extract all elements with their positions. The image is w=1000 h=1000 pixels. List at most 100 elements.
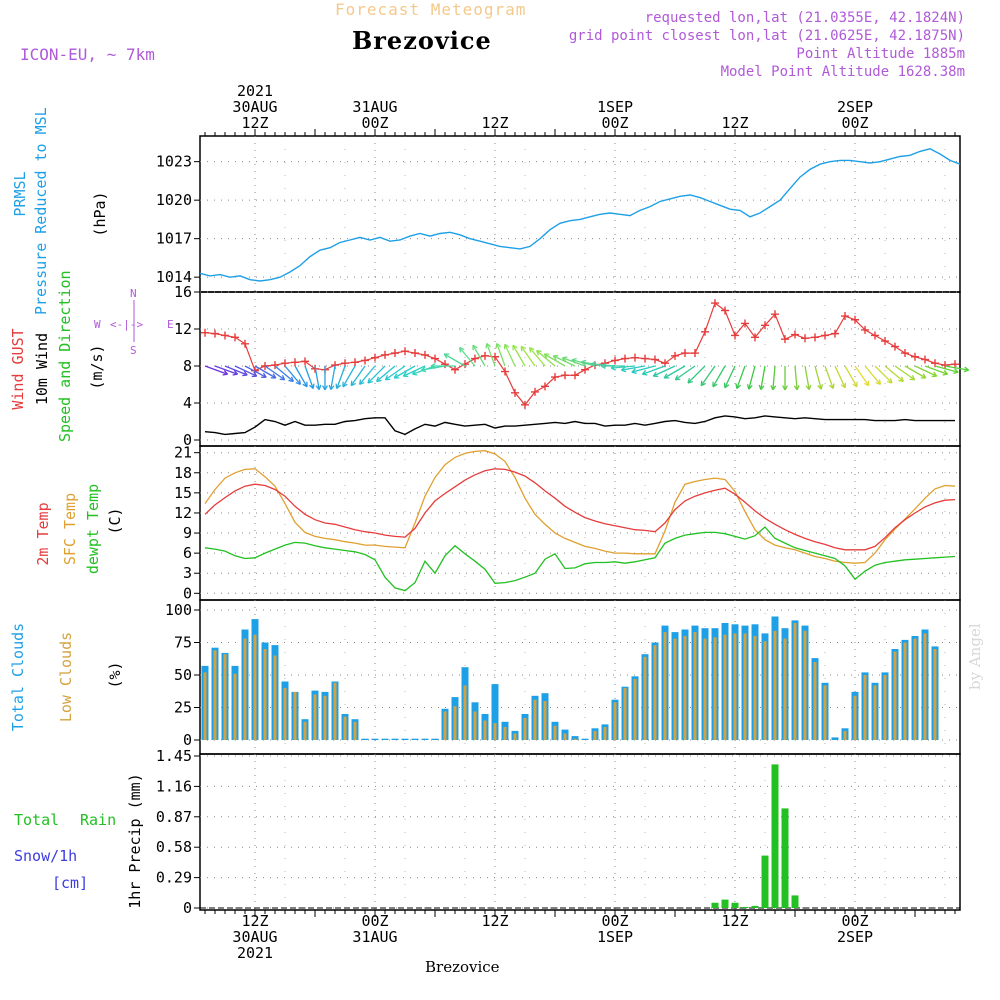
requested-coords: requested lon,lat (21.0355E, 42.1824N): [644, 10, 965, 26]
gust-point: [371, 353, 379, 362]
top-time-label: 31AUG: [352, 98, 397, 116]
low-cloud-bar: [203, 672, 207, 740]
gust-point: [401, 347, 409, 356]
gust-point: [551, 373, 559, 382]
rain-bar: [721, 899, 729, 908]
low-cloud-bar: [483, 720, 487, 740]
wind-direction-arrow: [884, 365, 904, 383]
total-cloud-bar: [581, 738, 589, 740]
compass-east: E: [167, 318, 174, 331]
wind-direction-arrow: [824, 365, 835, 390]
low-cloud-bar: [733, 633, 737, 740]
bottom-time-label: 12Z: [481, 912, 508, 930]
wind-direction-arrow: [663, 365, 686, 379]
y-tick-label: 0.29: [156, 869, 192, 887]
gust-point: [861, 325, 869, 334]
panel-frame-4: [199, 753, 961, 911]
y-tick-label: 9: [183, 524, 192, 542]
y-tick-label: 1020: [156, 191, 192, 209]
gust-line: [204, 302, 956, 406]
gust-point: [671, 351, 679, 360]
low-cloud-bar: [443, 711, 447, 740]
gust-point: [231, 333, 239, 342]
compass-mid: <-|->: [110, 318, 144, 331]
low-cloud-bar: [233, 673, 237, 740]
wind-direction-arrow: [652, 365, 676, 378]
total-cloud-bar: [391, 738, 399, 740]
top-time-label: 12Z: [481, 114, 508, 132]
wind-direction-arrow: [335, 365, 346, 390]
wind-direction-arrow: [376, 365, 396, 383]
total-cloud-bar: [361, 738, 369, 740]
y-tick-label: 18: [174, 464, 192, 482]
wind-direction-arrow: [304, 365, 315, 390]
low-cloud-bar: [633, 678, 637, 740]
wind-direction-arrow: [782, 366, 788, 391]
y-tick-label: 6: [183, 544, 192, 562]
wind-direction-arrow: [641, 365, 666, 376]
wind-direction-arrow: [430, 363, 455, 369]
gust-point: [411, 349, 419, 358]
gust-point: [431, 354, 439, 363]
rain-bar: [751, 905, 759, 908]
gust-point: [541, 382, 549, 391]
low-cloud-bar: [763, 641, 767, 740]
y-tick-label: 0: [183, 584, 192, 602]
gust-point: [351, 358, 359, 367]
low-cloud-bar: [933, 649, 937, 740]
low-cloud-bar: [513, 733, 517, 740]
wind-direction-arrow: [600, 363, 625, 369]
y-tick-label: 1.16: [156, 777, 192, 795]
low-cloud-bar: [503, 727, 507, 740]
wind-direction-arrow: [687, 365, 706, 384]
bottom-time-label: 30AUG: [232, 928, 277, 946]
gust-point: [301, 357, 309, 366]
wind-direction-arrow: [700, 365, 716, 387]
rain-bar: [761, 855, 769, 908]
gust-point: [441, 360, 449, 369]
top-time-label: 12Z: [241, 114, 268, 132]
bottom-time-label: 00Z: [361, 912, 388, 930]
low-cloud-bar: [283, 688, 287, 740]
low-cloud-bar: [813, 662, 817, 740]
total-cloud-bar: [401, 738, 409, 740]
compass-south: S: [130, 344, 137, 357]
low-cloud-bar: [473, 711, 477, 740]
gust-point: [851, 315, 859, 324]
bottom-location: Brezovice: [425, 958, 500, 976]
low-cloud-bar: [293, 691, 297, 740]
bottom-time-label: 2SEP: [837, 928, 873, 946]
gust-point: [921, 355, 929, 364]
gust-point: [581, 365, 589, 374]
wind-direction-arrow: [758, 365, 766, 391]
location-title: Brezovice: [352, 26, 492, 55]
gust-point: [281, 359, 289, 368]
bottom-time-label: 12Z: [721, 912, 748, 930]
rain-bar: [791, 895, 799, 908]
low-cloud-bar: [553, 725, 557, 740]
gust-point: [271, 361, 279, 370]
gust-point: [941, 361, 949, 370]
wind-direction-arrow: [485, 342, 496, 367]
wind-direction-arrow: [924, 365, 949, 376]
y-tick-label: 3: [183, 564, 192, 582]
top-time-label: 2021: [237, 82, 273, 100]
gust-point: [911, 352, 919, 361]
gust-point: [381, 350, 389, 359]
top-time-label: 12Z: [721, 114, 748, 132]
low-cloud-bar: [343, 716, 347, 740]
gust-point: [521, 400, 529, 409]
wind-direction-arrow: [402, 365, 426, 378]
low-cloud-bar: [853, 695, 857, 740]
wind-direction-arrow: [723, 365, 736, 389]
wind-direction-arrow: [543, 353, 566, 367]
y-tick-label: 0.58: [156, 838, 192, 856]
gust-point: [771, 310, 779, 319]
wind-direction-arrow: [244, 365, 267, 378]
low-cloud-bar: [843, 730, 847, 740]
low-cloud-bar: [523, 717, 527, 740]
sfc-temp-line: [204, 450, 956, 564]
wind-direction-arrow: [420, 365, 446, 373]
bottom-time-label: 2021: [237, 944, 273, 962]
